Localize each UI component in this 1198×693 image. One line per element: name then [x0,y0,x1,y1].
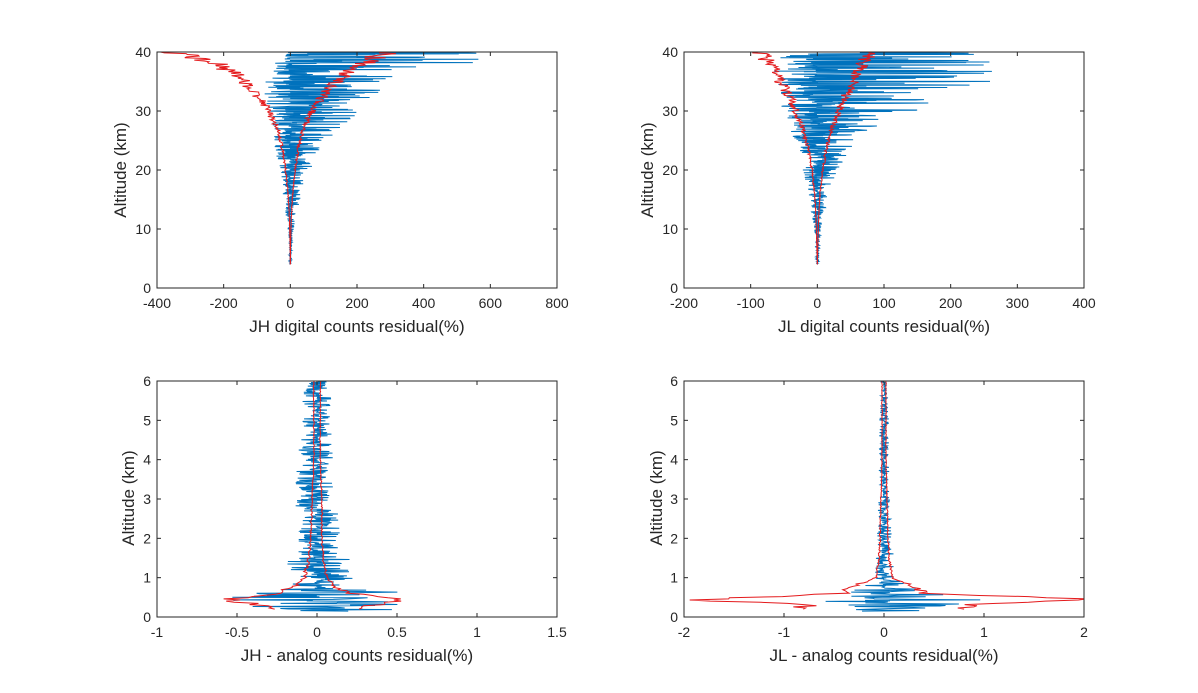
series-envelope-negative [752,52,818,265]
plot-area-jl-analog: -2 -1 0 1 2 0 1 2 3 4 5 6 [670,373,1088,640]
series-residual [232,381,398,612]
plot-area-jh-analog: -1 -0.5 0 0.5 1 1.5 0 1 2 3 4 5 6 [143,373,567,640]
x-tick-label: 0 [813,295,821,311]
y-tick-label: 6 [143,373,151,389]
y-tick-label: 5 [670,412,678,428]
y-axis-label-jh-analog: Altitude (km) [119,450,138,545]
y-tick-label: 4 [143,452,151,468]
x-tick-label: -200 [670,295,698,311]
x-tick-label: 200 [939,295,963,311]
x-tick-label: -400 [143,295,171,311]
x-tick-label: 600 [479,295,503,311]
x-tick-label: 300 [1006,295,1030,311]
panel-jl-analog: -2 -1 0 1 2 0 1 2 3 4 5 6 JL - analog counts residu… [647,373,1088,665]
x-tick-label: -200 [210,295,238,311]
y-tick-label: 6 [670,373,678,389]
x-tick-label: 400 [1072,295,1096,311]
y-tick-label: 10 [662,221,678,237]
x-tick-label: 0 [286,295,294,311]
y-tick-label: 3 [670,491,678,507]
y-tick-label: 0 [670,280,678,296]
x-tick-label: 1 [980,624,988,640]
y-axis-label-jl-analog: Altitude (km) [647,450,666,545]
x-tick-label: 1 [473,624,481,640]
y-tick-label: 3 [143,491,151,507]
series-envelope-negative [160,52,291,265]
series-envelope-negative [689,381,883,610]
plot-area-jl-digital: -200 -100 0 100 200 300 400 0 10 20 30 40 [662,44,1095,311]
y-tick-label: 30 [662,103,678,119]
x-tick-label: 0 [313,624,321,640]
x-tick-label: 200 [345,295,369,311]
y-tick-label: 20 [662,162,678,178]
y-tick-label: 2 [670,530,678,546]
y-axis-label-jh-digital: Altitude (km) [111,122,130,217]
y-tick-label: 5 [143,412,151,428]
y-tick-label: 40 [662,44,678,60]
y-tick-label: 1 [143,570,151,586]
panel-jh-analog: -1 -0.5 0 0.5 1 1.5 0 1 2 3 4 5 6 JH - analog counts… [119,373,567,665]
x-tick-label: -0.5 [225,624,249,640]
y-tick-label: 0 [143,280,151,296]
y-tick-label: 30 [135,103,151,119]
y-tick-label: 0 [143,609,151,625]
x-axis-label-jh-analog: JH - analog counts residual(%) [241,646,473,665]
x-tick-label: -1 [778,624,791,640]
y-tick-label: 0 [670,609,678,625]
y-tick-label: 40 [135,44,151,60]
series-envelope-positive [885,381,1084,610]
x-tick-label: 2 [1080,624,1088,640]
x-tick-label: -1 [151,624,164,640]
y-tick-label: 20 [135,162,151,178]
x-tick-label: -100 [737,295,765,311]
y-axis-label-jl-digital: Altitude (km) [638,122,657,217]
plot-area-jh-digital: -400 -200 0 200 400 600 800 0 10 20 30 40 [135,44,568,311]
x-axis-label-jl-digital: JL digital counts residual(%) [778,317,990,336]
y-tick-label: 2 [143,530,151,546]
y-tick-label: 1 [670,570,678,586]
series-envelope-negative [223,381,315,610]
x-axis-label-jh-digital: JH digital counts residual(%) [249,317,464,336]
series-envelope-positive [318,381,402,610]
series-residual [774,52,992,265]
x-tick-label: 800 [545,295,569,311]
series-envelope-positive [816,52,876,265]
y-tick-label: 4 [670,452,678,468]
x-tick-label: 400 [412,295,436,311]
x-tick-label: 100 [872,295,896,311]
panel-jh-digital: -400 -200 0 200 400 600 800 0 10 20 30 40 JH digita… [111,44,569,336]
x-tick-label: 0 [880,624,888,640]
y-tick-label: 10 [135,221,151,237]
x-tick-label: 0.5 [387,624,407,640]
x-axis-label-jl-analog: JL - analog counts residual(%) [770,646,999,665]
x-tick-label: -2 [678,624,691,640]
panel-jl-digital: -200 -100 0 100 200 300 400 0 10 20 30 40 JL digita… [638,44,1096,336]
x-tick-label: 1.5 [547,624,567,640]
series-envelope-positive [289,52,397,265]
